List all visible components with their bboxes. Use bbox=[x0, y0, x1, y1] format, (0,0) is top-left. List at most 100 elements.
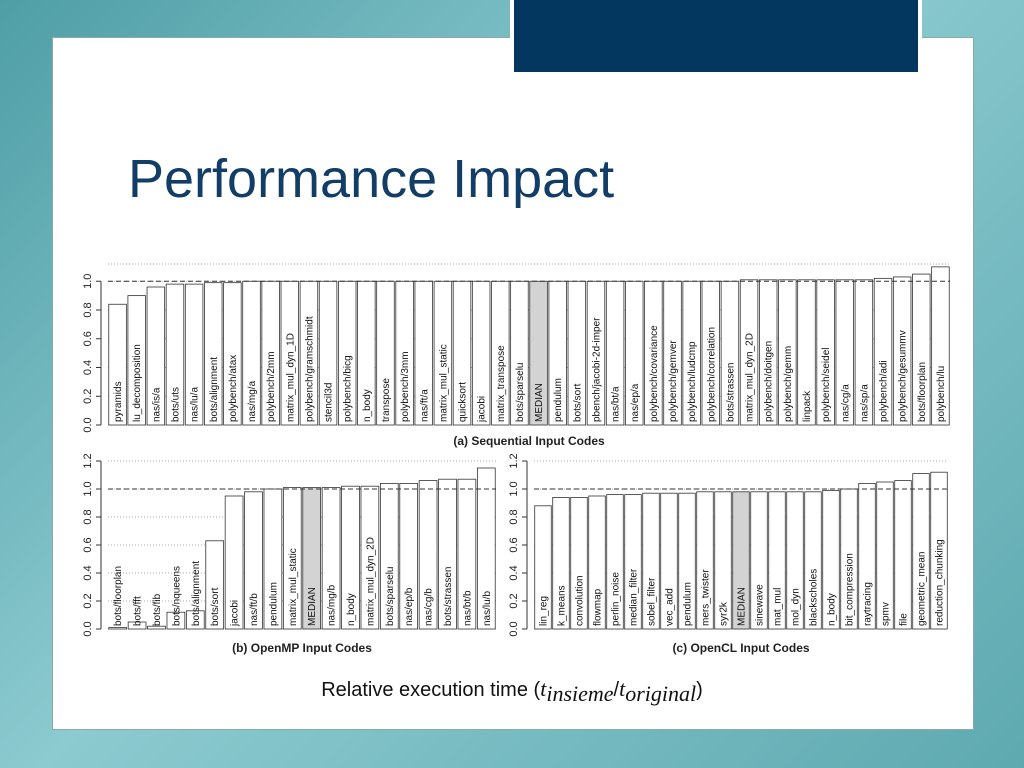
bar bbox=[714, 491, 732, 630]
bar-label: polybench/gemm bbox=[783, 346, 794, 422]
bar bbox=[778, 279, 797, 426]
bar bbox=[338, 280, 357, 426]
bar-label: nas/lu/a bbox=[190, 387, 201, 422]
caption-open: ( bbox=[533, 679, 541, 701]
bar bbox=[930, 471, 948, 630]
bar-label: nas/cg/a bbox=[840, 384, 851, 422]
bar-label: matrix_mul_dyn_1D bbox=[285, 333, 296, 422]
bar-label: pbench/jacobi-2d-imper bbox=[591, 317, 602, 422]
bar-label: lu_decomposition bbox=[132, 344, 143, 422]
bar bbox=[280, 280, 299, 426]
bar bbox=[660, 492, 678, 630]
y-tick-label: 1.0 bbox=[82, 481, 94, 496]
bar-label: nas/bt/b bbox=[462, 590, 473, 626]
bar bbox=[816, 279, 835, 426]
bar-label: n_body bbox=[827, 593, 838, 626]
bar bbox=[739, 279, 759, 426]
header-box bbox=[510, 0, 922, 76]
bar bbox=[204, 282, 223, 426]
bar bbox=[720, 280, 740, 426]
bar-label: bots/sort bbox=[210, 587, 221, 626]
bar bbox=[205, 540, 225, 630]
bar-label: bots/strassen bbox=[443, 567, 454, 626]
y-tick-label: 1.2 bbox=[508, 453, 520, 468]
bar-label: perlin_noise bbox=[611, 572, 622, 626]
bar bbox=[529, 280, 548, 426]
bar-label: nas/mg/a bbox=[247, 380, 258, 422]
bar bbox=[127, 621, 147, 630]
bar bbox=[185, 610, 205, 630]
bar-label: file bbox=[899, 613, 910, 626]
bar-label: sobel_filter bbox=[647, 577, 658, 626]
bar bbox=[642, 492, 660, 630]
bar-label: bots/alignment bbox=[191, 561, 202, 626]
bar bbox=[894, 480, 912, 630]
bar bbox=[931, 266, 950, 426]
slide-title: Performance Impact bbox=[128, 149, 615, 209]
bar bbox=[822, 489, 840, 630]
bar-label: syr2k bbox=[719, 601, 730, 626]
bar bbox=[379, 482, 399, 630]
bar bbox=[797, 279, 816, 426]
y-tick-label: 0.4 bbox=[82, 360, 94, 375]
bar bbox=[682, 280, 701, 426]
sub: original bbox=[625, 681, 697, 706]
bar bbox=[552, 496, 570, 630]
bar-label: MEDIAN bbox=[307, 587, 318, 626]
y-tick-label: 0.8 bbox=[82, 302, 94, 317]
bar-label: bit_compression bbox=[845, 553, 856, 626]
bar-label: polybench/3mm bbox=[400, 351, 411, 422]
bar-label: MEDIAN bbox=[737, 587, 748, 626]
bar bbox=[858, 482, 876, 630]
bar-label: k_means bbox=[557, 585, 568, 626]
bar-label: polybench/seidel bbox=[821, 348, 832, 423]
bar bbox=[224, 495, 244, 630]
y-tick-label: 0.6 bbox=[508, 537, 520, 552]
bar bbox=[732, 491, 750, 630]
bar-label: bots/sparselu bbox=[515, 363, 526, 422]
bar-label: nas/ep/b bbox=[404, 587, 415, 626]
bar-label: raytracing bbox=[863, 582, 874, 626]
bar-label: polybench/ludcmp bbox=[687, 341, 698, 422]
y-tick-label: 0.8 bbox=[82, 509, 94, 524]
bar-label: bots/floorplan bbox=[917, 362, 928, 422]
bar bbox=[854, 279, 874, 426]
bar bbox=[476, 467, 496, 630]
bar-label: polybench/atax bbox=[228, 355, 239, 422]
bar-label: bots/fib bbox=[152, 593, 163, 626]
bar bbox=[108, 303, 127, 426]
y-tick-label: 0.0 bbox=[82, 621, 94, 636]
bar-label: quicksort bbox=[458, 382, 469, 422]
bar bbox=[341, 485, 360, 630]
bar-label: jacobi bbox=[230, 600, 241, 627]
bar-label: mol_dyn bbox=[791, 588, 802, 626]
bar bbox=[873, 277, 893, 426]
bar bbox=[534, 505, 552, 630]
y-tick-label: 0.6 bbox=[82, 331, 94, 346]
y-tick-label: 0.0 bbox=[82, 417, 94, 432]
bar-label: matrix_mul_dyn_2D bbox=[365, 537, 376, 626]
y-tick-label: 0.2 bbox=[508, 593, 520, 608]
bar bbox=[624, 494, 642, 630]
bar-label: reduction_chunking bbox=[935, 539, 946, 626]
bar-label: matrix_mul_static bbox=[438, 344, 449, 422]
bar bbox=[147, 625, 166, 630]
bar bbox=[606, 494, 624, 630]
bar bbox=[244, 491, 263, 630]
bar-label: mat_mul bbox=[773, 588, 784, 626]
chart-caption: (c) OpenCL Input Codes bbox=[672, 641, 809, 655]
caption: Relative execution time (tinsieme/torigi… bbox=[0, 676, 1024, 707]
bar-label: nas/lu/b bbox=[482, 591, 493, 626]
y-tick-label: 0.2 bbox=[82, 389, 94, 404]
bar-label: nas/mg/b bbox=[327, 584, 338, 626]
bar-label: matrix_mul_static bbox=[288, 548, 299, 626]
bar bbox=[438, 478, 457, 630]
bar bbox=[127, 295, 146, 426]
bar-label: polybench/adi bbox=[879, 360, 890, 422]
var: t bbox=[619, 676, 626, 701]
bar-label: polybench/bicg bbox=[343, 355, 354, 422]
bar bbox=[282, 487, 302, 630]
bar-label: polybench/doitgen bbox=[764, 341, 775, 422]
bar-label: polybench/lu bbox=[936, 366, 947, 422]
bar bbox=[588, 495, 606, 630]
